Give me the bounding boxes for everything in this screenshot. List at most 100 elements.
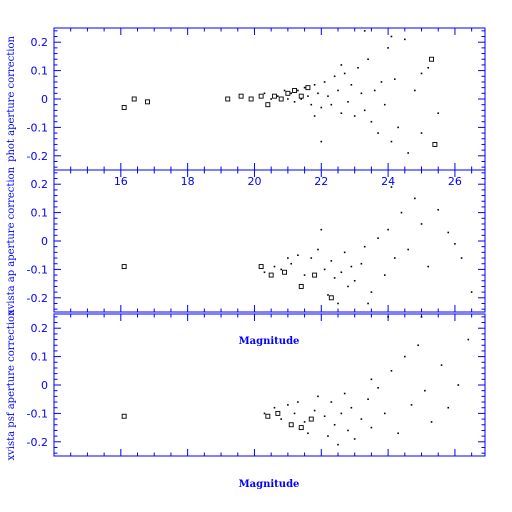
xvista-ap-data-point <box>327 294 329 296</box>
xvista-psf-data-point <box>440 364 443 366</box>
phot-data-point <box>377 132 379 134</box>
xvista-ap-data-point <box>470 291 473 293</box>
phot-data-point <box>303 86 306 89</box>
panel-xvista-ap-points <box>121 186 473 305</box>
xvista-ap-ytick-label: -0.2 <box>27 292 48 305</box>
xvista-psf-data-point <box>420 316 423 318</box>
panel-xvista-psf-ytick-labels: 0.2 0.1 0 -0.1 -0.2 <box>27 322 48 449</box>
phot-data-point <box>340 64 343 66</box>
phot-xtick-label: 18 <box>181 175 195 188</box>
phot-data-point <box>272 93 277 99</box>
phot-data-point <box>283 89 286 92</box>
xvista-psf-data-point <box>404 355 406 358</box>
xvista-ap-data-point <box>407 248 409 251</box>
xvista-psf-data-point <box>353 438 356 440</box>
phot-data-point <box>313 115 316 117</box>
panel-phot-ticks <box>53 28 485 170</box>
phot-data-point <box>320 140 323 143</box>
xvista-ap-data-point <box>370 291 373 293</box>
xvista-ap-data-point <box>290 262 293 265</box>
xvista-psf-data-point <box>307 432 309 435</box>
xvista-ap-data-point <box>393 257 396 259</box>
phot-data-point <box>414 89 416 92</box>
phot-data-point <box>347 101 349 103</box>
xvista-psf-ytick-label: 0.2 <box>31 322 49 335</box>
xvista-psf-data-point <box>303 421 306 423</box>
xvista-psf-data-point <box>397 432 399 435</box>
phot-data-point <box>427 66 430 69</box>
panel-phot-ylabel: phot aperture correction <box>6 36 17 162</box>
xvista-psf-data-point <box>273 406 276 409</box>
phot-data-point <box>432 141 438 147</box>
phot-xtick-label: 24 <box>381 175 395 188</box>
xvista-psf-data-point <box>347 429 349 432</box>
phot-data-point <box>340 112 343 114</box>
xvista-psf-data-point <box>297 401 299 403</box>
panel-xvista-ap-ticks <box>53 170 485 312</box>
phot-ytick-label: 0.2 <box>31 36 49 49</box>
panel-xvista-psf-ticks <box>53 314 485 456</box>
phot-data-point <box>263 92 266 95</box>
xvista-ap-data-point <box>414 197 416 200</box>
xvista-ap-data-point <box>427 265 430 268</box>
xvista-ap-data-point <box>390 186 393 188</box>
phot-data-point <box>397 126 399 129</box>
xvista-psf-data-point <box>367 398 369 400</box>
xvista-psf-data-point <box>288 422 294 428</box>
xvista-ap-data-point <box>323 268 326 271</box>
xvista-ap-data-point <box>330 260 333 262</box>
phot-data-point <box>292 88 298 93</box>
phot-data-point <box>360 92 363 95</box>
xvista-psf-data-point <box>317 395 319 398</box>
xvista-ap-data-point <box>287 257 289 259</box>
xvista-ap-ytick-label: -0.1 <box>27 263 48 276</box>
phot-data-point <box>225 96 231 102</box>
xvista-ap-data-point <box>333 277 336 279</box>
xvista-psf-ytick-label: 0 <box>41 379 48 392</box>
xvista-psf-data-point <box>343 392 346 395</box>
panel-xvista-psf: 0.2 0.1 0 -0.1 -0.2 xvista psf aperture corr… <box>6 309 486 490</box>
phot-data-point <box>277 95 279 97</box>
xvista-psf-data-point <box>265 413 271 419</box>
xvista-psf-data-point <box>263 412 266 415</box>
xvista-psf-data-point <box>327 435 329 437</box>
xvista-ap-data-point <box>280 268 282 271</box>
phot-data-point <box>285 90 291 96</box>
phot-data-point <box>278 96 284 102</box>
xvista-psf-ytick-label: -0.2 <box>27 436 48 449</box>
phot-data-point <box>298 93 304 99</box>
phot-data-point <box>407 152 409 154</box>
phot-data-point <box>248 96 254 102</box>
xvista-ap-data-point <box>258 264 264 270</box>
xvista-ap-data-point <box>367 302 369 305</box>
phot-data-point <box>437 112 440 114</box>
phot-data-point <box>305 85 311 91</box>
xvista-ap-data-point <box>312 272 318 278</box>
phot-data-point <box>357 66 359 69</box>
phot-data-point <box>290 92 293 95</box>
xvista-psf-data-point <box>287 404 289 406</box>
phot-data-point <box>317 92 319 95</box>
xvista-ap-data-point <box>303 274 306 276</box>
panel-xvista-ap-xlabel: Magnitude <box>239 336 300 347</box>
phot-data-point <box>300 98 303 100</box>
phot-data-point <box>380 81 383 83</box>
phot-data-point <box>293 101 296 103</box>
phot-data-point <box>121 105 127 110</box>
phot-data-point <box>323 81 326 83</box>
xvista-ap-data-point <box>282 269 287 275</box>
phot-data-point <box>373 89 376 92</box>
xvista-psf-data-point <box>410 404 413 406</box>
phot-data-point <box>390 35 393 38</box>
phot-data-point <box>131 96 137 102</box>
xvista-ap-data-point <box>353 279 356 282</box>
phot-data-point <box>420 72 423 75</box>
phot-xtick-label: 20 <box>247 175 261 188</box>
phot-data-point <box>353 115 356 117</box>
phot-data-point <box>343 72 346 75</box>
panel-xvista-ap-frame <box>53 169 486 313</box>
xvista-ap-data-point <box>310 257 313 259</box>
phot-data-point <box>310 103 313 106</box>
xvista-psf-data-point <box>387 316 389 318</box>
